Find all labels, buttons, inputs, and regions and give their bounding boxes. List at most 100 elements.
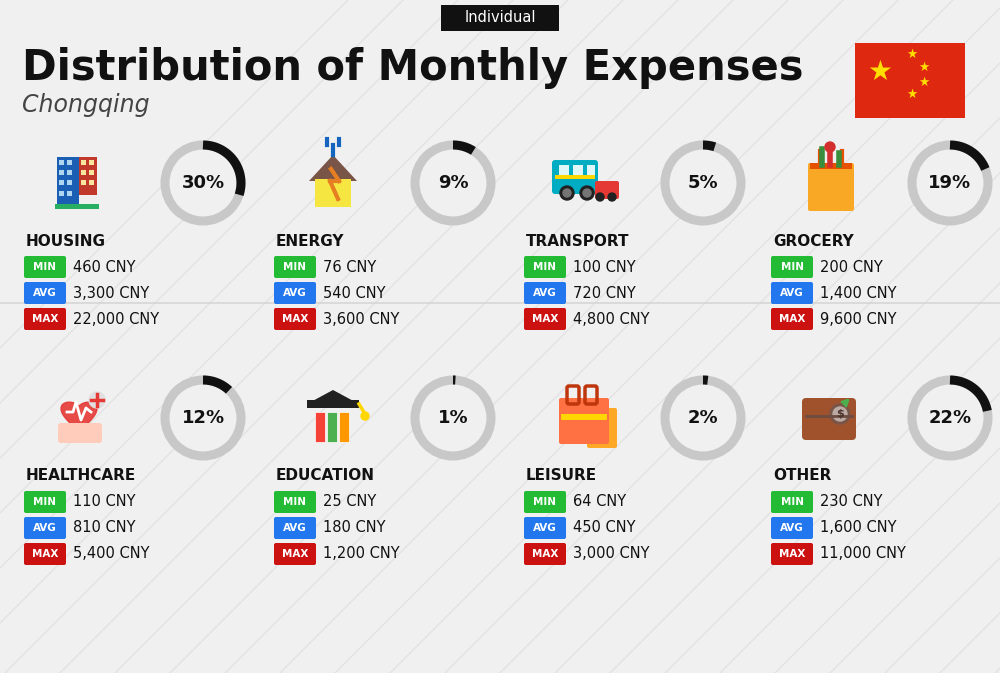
Text: Individual: Individual <box>464 11 536 26</box>
Text: HOUSING: HOUSING <box>26 234 106 248</box>
Text: 12%: 12% <box>181 409 225 427</box>
Text: AVG: AVG <box>533 288 557 298</box>
Text: AVG: AVG <box>283 288 307 298</box>
FancyBboxPatch shape <box>573 165 583 175</box>
Text: MAX: MAX <box>282 549 308 559</box>
Text: 100 CNY: 100 CNY <box>573 260 636 275</box>
Circle shape <box>669 384 737 452</box>
Text: GROCERY: GROCERY <box>773 234 854 248</box>
Text: 3,300 CNY: 3,300 CNY <box>73 285 149 301</box>
FancyBboxPatch shape <box>79 157 97 195</box>
Text: 30%: 30% <box>181 174 225 192</box>
Polygon shape <box>309 155 357 181</box>
Text: AVG: AVG <box>283 523 307 533</box>
Text: 180 CNY: 180 CNY <box>323 520 386 536</box>
Text: MAX: MAX <box>32 549 58 559</box>
FancyBboxPatch shape <box>855 43 965 118</box>
FancyBboxPatch shape <box>595 181 619 199</box>
Text: LEISURE: LEISURE <box>526 468 597 483</box>
Text: 1,400 CNY: 1,400 CNY <box>820 285 896 301</box>
Text: TRANSPORT: TRANSPORT <box>526 234 630 248</box>
Text: MAX: MAX <box>779 314 805 324</box>
FancyBboxPatch shape <box>81 160 86 165</box>
Text: HEALTHCARE: HEALTHCARE <box>26 468 136 483</box>
Text: ★: ★ <box>907 48 918 61</box>
FancyBboxPatch shape <box>441 5 559 31</box>
FancyBboxPatch shape <box>552 160 598 194</box>
Text: AVG: AVG <box>780 288 804 298</box>
Text: 3,000 CNY: 3,000 CNY <box>573 546 650 561</box>
Text: 64 CNY: 64 CNY <box>573 495 626 509</box>
FancyBboxPatch shape <box>58 423 102 443</box>
FancyBboxPatch shape <box>771 517 813 539</box>
FancyBboxPatch shape <box>24 308 66 330</box>
Circle shape <box>563 189 571 197</box>
FancyBboxPatch shape <box>587 165 595 175</box>
Text: 720 CNY: 720 CNY <box>573 285 636 301</box>
Text: ★: ★ <box>919 75 930 89</box>
Circle shape <box>580 186 594 200</box>
FancyBboxPatch shape <box>524 282 566 304</box>
FancyBboxPatch shape <box>771 543 813 565</box>
Circle shape <box>596 193 604 201</box>
Text: ★: ★ <box>919 61 930 73</box>
Circle shape <box>169 149 237 217</box>
FancyBboxPatch shape <box>24 256 66 278</box>
Text: OTHER: OTHER <box>773 468 831 483</box>
Text: 1%: 1% <box>438 409 468 427</box>
Text: MAX: MAX <box>532 314 558 324</box>
Text: AVG: AVG <box>33 288 57 298</box>
Text: ★: ★ <box>867 57 892 85</box>
Circle shape <box>89 392 105 408</box>
FancyBboxPatch shape <box>57 157 79 209</box>
Text: $: $ <box>836 409 844 419</box>
FancyBboxPatch shape <box>55 204 99 209</box>
FancyBboxPatch shape <box>81 170 86 175</box>
Text: MAX: MAX <box>282 314 308 324</box>
FancyBboxPatch shape <box>559 398 609 444</box>
Text: MIN: MIN <box>780 262 804 272</box>
Circle shape <box>825 142 835 152</box>
FancyBboxPatch shape <box>771 491 813 513</box>
FancyBboxPatch shape <box>59 160 64 165</box>
FancyBboxPatch shape <box>771 256 813 278</box>
Circle shape <box>361 412 369 420</box>
FancyBboxPatch shape <box>587 408 617 448</box>
FancyBboxPatch shape <box>89 170 94 175</box>
Circle shape <box>916 149 984 217</box>
FancyBboxPatch shape <box>24 517 66 539</box>
Text: 5,400 CNY: 5,400 CNY <box>73 546 150 561</box>
FancyBboxPatch shape <box>524 256 566 278</box>
FancyBboxPatch shape <box>67 160 72 165</box>
FancyBboxPatch shape <box>315 179 351 207</box>
Text: MIN: MIN <box>284 262 306 272</box>
FancyBboxPatch shape <box>59 170 64 175</box>
Text: MIN: MIN <box>34 497 56 507</box>
Circle shape <box>916 384 984 452</box>
FancyBboxPatch shape <box>771 308 813 330</box>
Text: 460 CNY: 460 CNY <box>73 260 136 275</box>
FancyBboxPatch shape <box>802 398 856 440</box>
FancyBboxPatch shape <box>771 282 813 304</box>
FancyBboxPatch shape <box>327 412 337 442</box>
Circle shape <box>608 193 616 201</box>
Text: MIN: MIN <box>34 262 56 272</box>
FancyBboxPatch shape <box>89 160 94 165</box>
Text: ENERGY: ENERGY <box>276 234 344 248</box>
FancyBboxPatch shape <box>24 282 66 304</box>
Text: AVG: AVG <box>780 523 804 533</box>
Text: 25 CNY: 25 CNY <box>323 495 376 509</box>
Text: 1,200 CNY: 1,200 CNY <box>323 546 400 561</box>
Text: 540 CNY: 540 CNY <box>323 285 386 301</box>
Text: 19%: 19% <box>928 174 972 192</box>
FancyBboxPatch shape <box>67 191 72 196</box>
Text: Chongqing: Chongqing <box>22 93 150 117</box>
FancyBboxPatch shape <box>59 180 64 185</box>
Text: 3,600 CNY: 3,600 CNY <box>323 312 399 326</box>
FancyBboxPatch shape <box>524 308 566 330</box>
FancyBboxPatch shape <box>24 491 66 513</box>
Text: MAX: MAX <box>32 314 58 324</box>
Text: 22%: 22% <box>928 409 972 427</box>
FancyBboxPatch shape <box>561 414 607 420</box>
Text: MIN: MIN <box>780 497 804 507</box>
